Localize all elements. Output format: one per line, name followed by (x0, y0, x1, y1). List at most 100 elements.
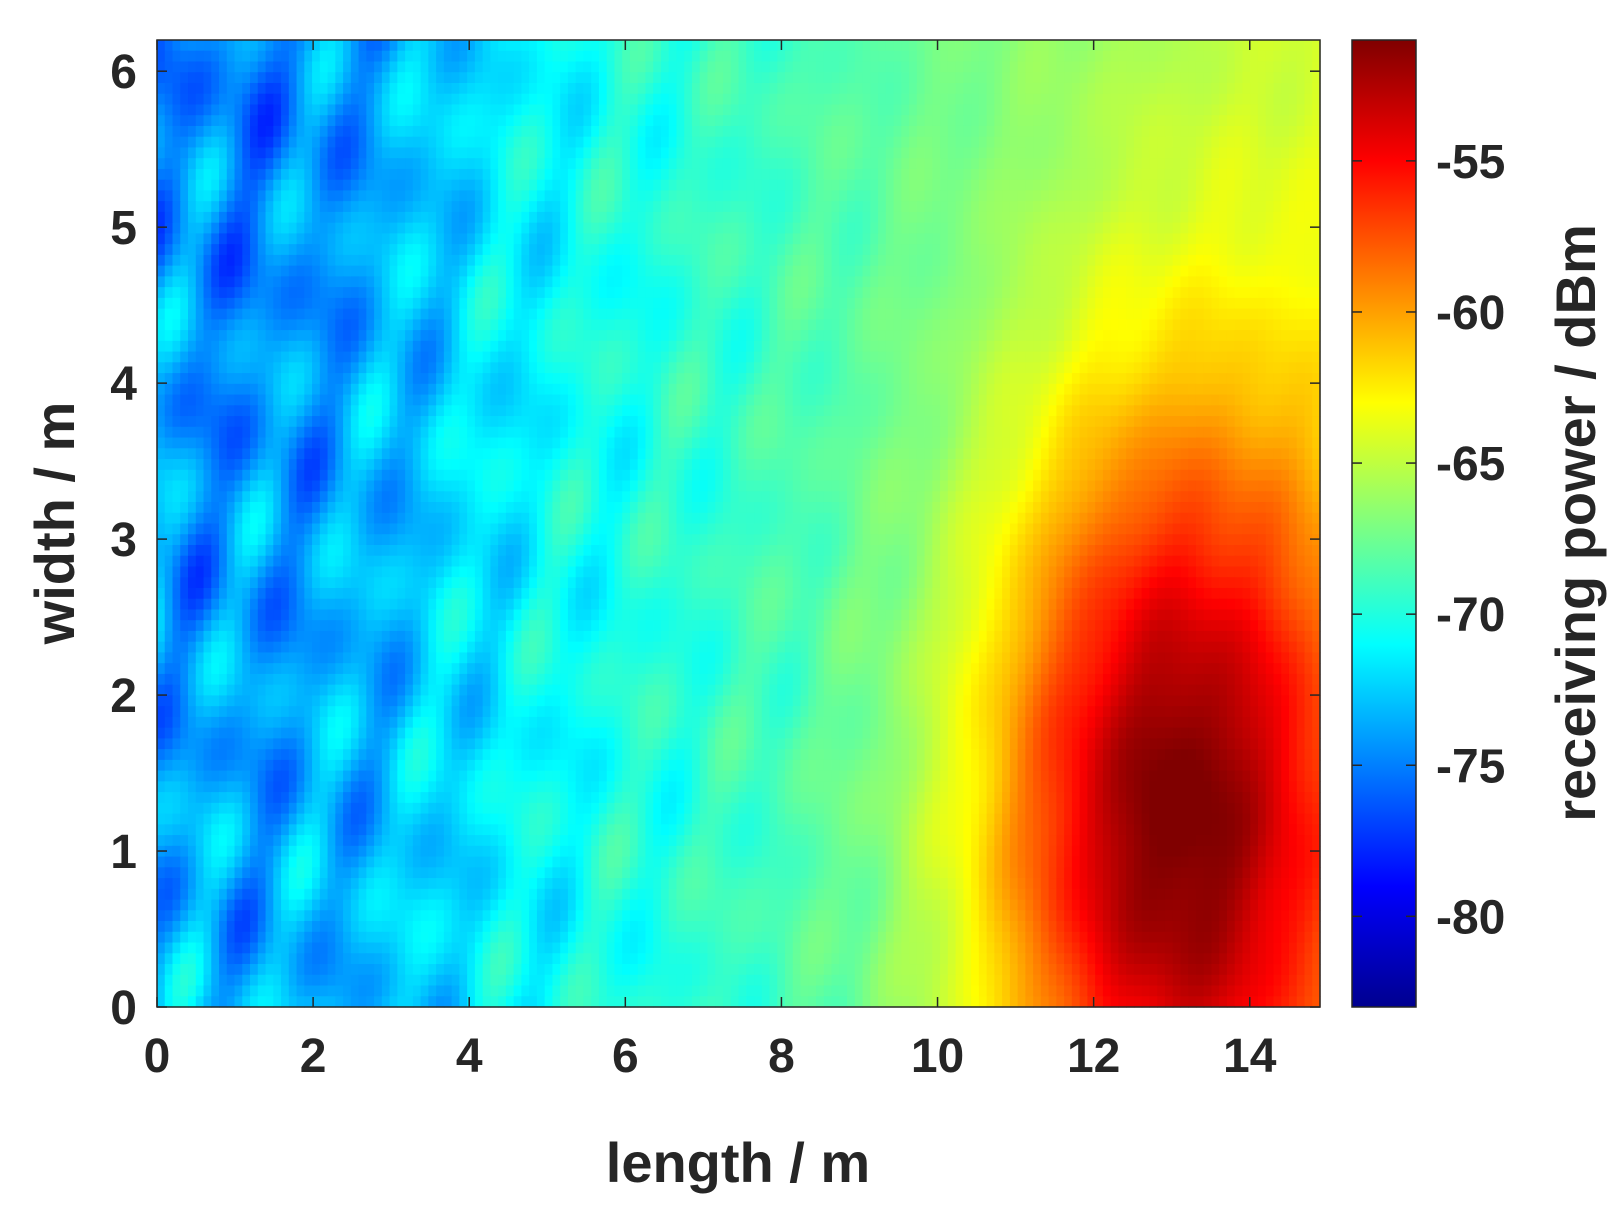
heatmap-cell (265, 233, 274, 245)
heatmap-cell (730, 147, 740, 159)
heatmap-cell (629, 136, 639, 149)
heatmap-cell (1126, 265, 1135, 277)
heatmap-cell (1133, 308, 1143, 320)
heatmap-cell (1288, 244, 1298, 256)
heatmap-cell (1288, 330, 1298, 342)
heatmap-cell (203, 362, 212, 374)
heatmap-cell (575, 222, 585, 234)
heatmap-cell (940, 362, 949, 374)
heatmap-cell (273, 190, 282, 202)
heatmap-cell (754, 61, 763, 73)
heatmap-cell (343, 254, 352, 267)
heatmap-cell (319, 40, 329, 52)
heatmap-cell (529, 125, 538, 138)
heatmap-cell (288, 211, 298, 224)
heatmap-cell (1110, 287, 1120, 299)
heatmap-cell (1296, 201, 1306, 213)
heatmap-cell (1056, 254, 1065, 267)
heatmap-cell (490, 179, 499, 192)
heatmap-cell (754, 233, 763, 245)
heatmap-cell (211, 93, 220, 106)
heatmap-cell (211, 158, 220, 170)
heatmap-cell (343, 340, 352, 353)
heatmap-cell (847, 330, 856, 342)
heatmap-cell (1296, 61, 1306, 73)
heatmap-cell (653, 297, 662, 310)
heatmap-cell (312, 82, 321, 95)
heatmap-cell (932, 168, 941, 181)
heatmap-cell (188, 61, 197, 73)
heatmap-cell (560, 93, 569, 106)
heatmap-cell (754, 40, 763, 52)
heatmap-cell (374, 394, 383, 406)
heatmap-cell (1226, 115, 1236, 127)
heatmap-cell (428, 82, 437, 95)
heatmap-cell (1102, 340, 1112, 353)
heatmap-cell (955, 61, 964, 73)
heatmap-cell (1188, 265, 1197, 277)
heatmap-cell (164, 201, 174, 213)
heatmap-cell (180, 244, 189, 256)
heatmap-cell (544, 297, 554, 310)
heatmap-cell (552, 211, 561, 224)
heatmap-cell (1172, 362, 1182, 374)
heatmap-cell (816, 40, 825, 52)
heatmap-cell (947, 125, 957, 138)
heatmap-cell (862, 319, 871, 331)
heatmap-cell (1304, 136, 1313, 149)
heatmap-cell (707, 254, 716, 267)
heatmap-cell (343, 136, 352, 149)
heatmap-cell (994, 383, 1003, 396)
heatmap-cell (761, 82, 771, 95)
heatmap-cell (645, 319, 654, 331)
heatmap-cell (1257, 115, 1267, 127)
heatmap-cell (1211, 222, 1220, 234)
heatmap-cell (986, 351, 995, 363)
heatmap-cell (978, 319, 988, 331)
heatmap-cell (304, 104, 313, 116)
heatmap-cell (482, 40, 491, 52)
heatmap-cell (1265, 50, 1275, 63)
heatmap-cell (1126, 373, 1135, 385)
heatmap-cell (622, 40, 631, 52)
heatmap-cell (800, 82, 809, 95)
heatmap-cell (436, 179, 445, 192)
heatmap-cell (529, 254, 538, 267)
heatmap-cell (1102, 233, 1112, 245)
heatmap-cell (862, 179, 871, 192)
heatmap-cell (761, 115, 771, 127)
heatmap-cell (188, 158, 197, 170)
heatmap-cell (304, 115, 313, 127)
heatmap-cell (273, 158, 282, 170)
heatmap-cell (1064, 104, 1073, 116)
heatmap-cell (288, 276, 298, 288)
heatmap-cell (420, 340, 429, 353)
heatmap-cell (1180, 362, 1189, 374)
heatmap-cell (994, 179, 1003, 192)
heatmap-cell (219, 190, 228, 202)
heatmap-cell (521, 179, 530, 192)
heatmap-cell (971, 93, 980, 106)
heatmap-cell (420, 40, 429, 52)
heatmap-cell (397, 330, 406, 342)
heatmap-cell (777, 61, 786, 73)
heatmap-cell (405, 244, 414, 256)
heatmap-cell (366, 147, 375, 159)
heatmap-cell (769, 340, 778, 353)
heatmap-cell (738, 82, 747, 95)
heatmap-cell (226, 383, 236, 396)
heatmap-cell (265, 125, 274, 138)
heatmap-cell (521, 383, 530, 396)
heatmap-cell (1281, 308, 1290, 320)
heatmap-cell (1056, 82, 1065, 95)
heatmap-cell (343, 61, 352, 73)
heatmap-cell (482, 179, 491, 192)
heatmap-cell (792, 211, 802, 224)
heatmap-cell (397, 190, 406, 202)
heatmap-cell (978, 340, 988, 353)
heatmap-cell (722, 276, 732, 288)
heatmap-cell (536, 340, 546, 353)
heatmap-cell (327, 125, 336, 138)
heatmap-cell (567, 211, 577, 224)
heatmap-cell (1110, 168, 1120, 181)
